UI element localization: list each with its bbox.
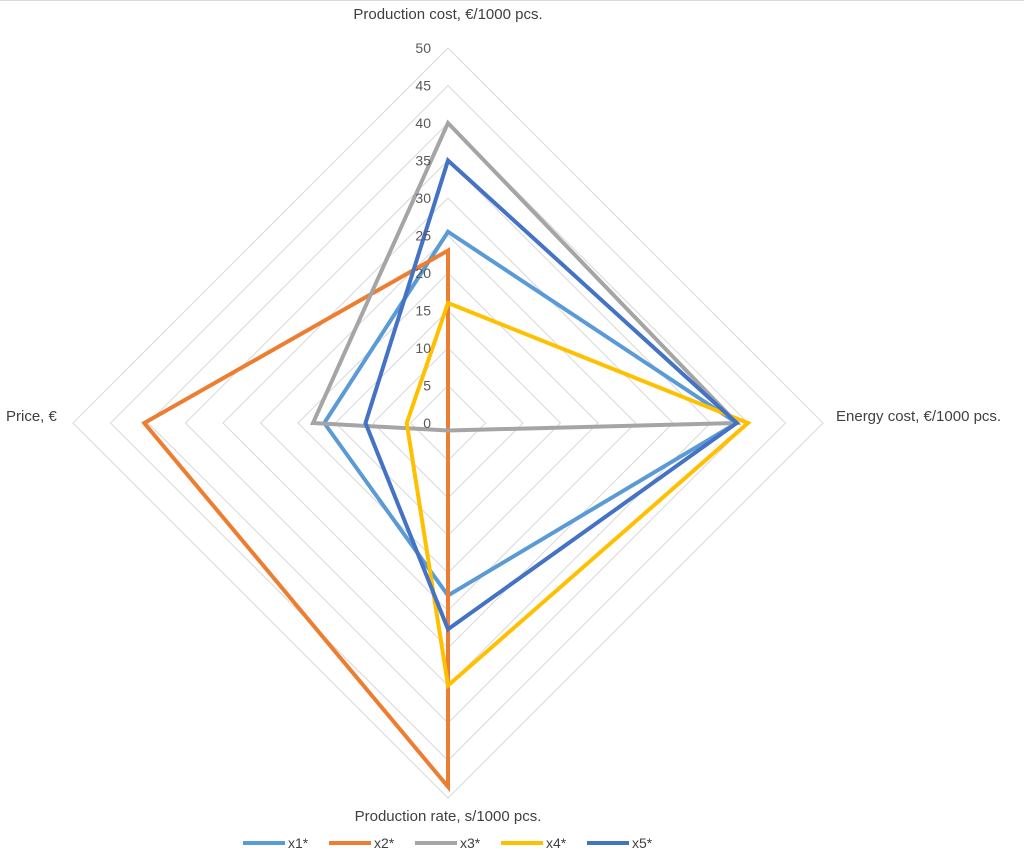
tick-label-25: 25 [415,228,431,244]
legend-label-x4: x4* [546,835,567,851]
legend-label-x5: x5* [632,835,653,851]
tick-label-50: 50 [415,40,431,56]
series-line-x4 [404,300,752,690]
legend-label-x3: x3* [460,835,481,851]
axis-label-price: Price, € [6,408,58,425]
legend-item-x2: x2* [329,835,395,851]
axis-label-energy-cost: Energy cost, €/1000 pcs. [836,408,1001,425]
legend-item-x3: x3* [415,835,481,851]
tick-label-10: 10 [415,340,431,356]
axis-label-production-cost: Production cost, €/1000 pcs. [353,6,542,23]
series-line-x5 [363,156,740,633]
series-line-x3 [309,119,742,433]
legend: x1* x2* x3* x4* x5* [243,835,653,851]
tick-layer: 0 5 10 15 20 25 30 35 40 45 50 [415,40,431,431]
series-line-x2 [141,247,450,793]
tick-label-20: 20 [415,265,431,281]
tick-label-0: 0 [423,415,431,431]
tick-label-5: 5 [423,378,431,394]
legend-item-x1: x1* [243,835,309,851]
tick-label-35: 35 [415,153,431,169]
tick-label-45: 45 [415,78,431,94]
series-layer [141,119,752,793]
grid-ring-50 [72,47,824,799]
legend-label-x2: x2* [374,835,395,851]
axis-label-production-rate: Production rate, s/1000 pcs. [355,808,542,825]
legend-item-x5: x5* [587,835,653,851]
tick-label-40: 40 [415,115,431,131]
tick-label-15: 15 [415,303,431,319]
legend-item-x4: x4* [501,835,567,851]
tick-label-30: 30 [415,190,431,206]
legend-label-x1: x1* [288,835,309,851]
